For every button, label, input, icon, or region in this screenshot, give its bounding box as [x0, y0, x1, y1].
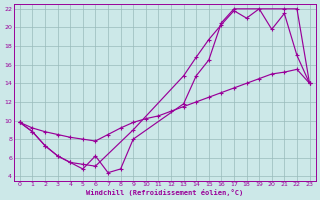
X-axis label: Windchill (Refroidissement éolien,°C): Windchill (Refroidissement éolien,°C)	[86, 189, 243, 196]
